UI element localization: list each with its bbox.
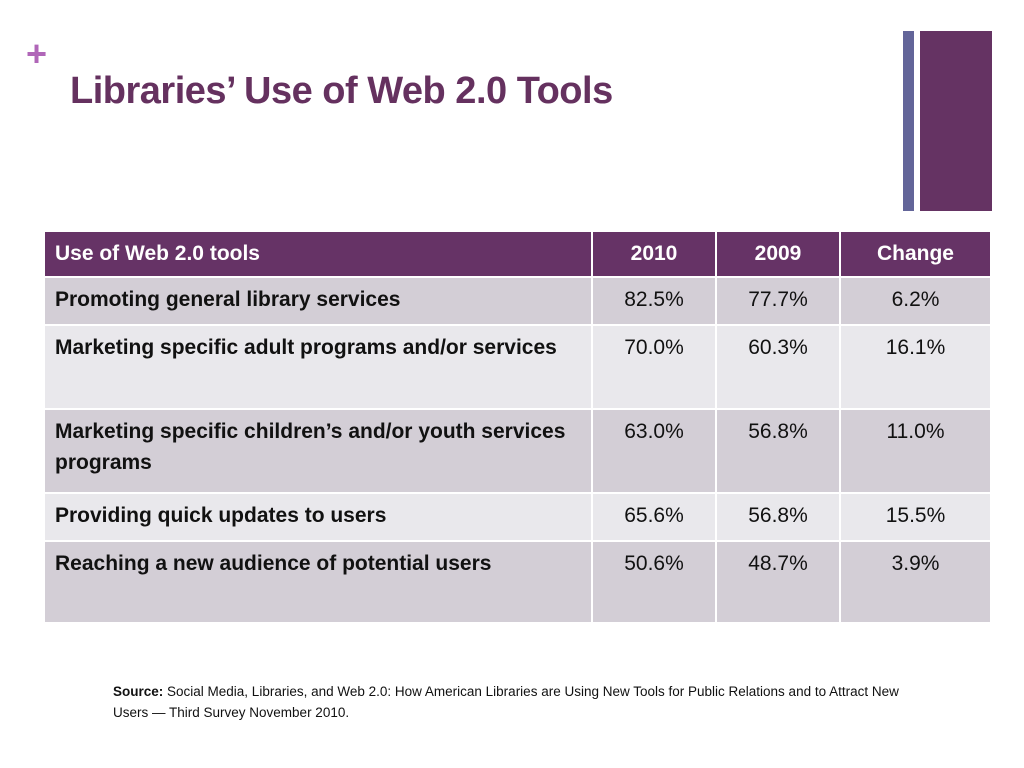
row-label: Promoting general library services [43,276,593,326]
row-label: Marketing specific children’s and/or you… [43,408,593,494]
source-citation: Source: Social Media, Libraries, and Web… [113,681,933,723]
value-change: 3.9% [839,540,992,624]
source-label: Source: [113,684,164,699]
table-row: Marketing specific adult programs and/or… [43,324,992,410]
value-change: 6.2% [839,276,992,326]
value-2010: 70.0% [591,324,717,410]
table-header-row: Use of Web 2.0 tools 2010 2009 Change [43,230,992,278]
table-row: Marketing specific children’s and/or you… [43,408,992,494]
value-2009: 60.3% [715,324,841,410]
header-tool-use: Use of Web 2.0 tools [43,230,593,278]
row-label: Reaching a new audience of potential use… [43,540,593,624]
header-2010: 2010 [591,230,717,278]
value-2009: 77.7% [715,276,841,326]
table-row: Promoting general library services 82.5%… [43,276,992,326]
table-row: Providing quick updates to users 65.6% 5… [43,492,992,542]
header-change: Change [839,230,992,278]
header-2009: 2009 [715,230,841,278]
decorative-bar-thin [903,31,914,211]
web20-usage-table: Use of Web 2.0 tools 2010 2009 Change Pr… [43,230,992,624]
value-2010: 63.0% [591,408,717,494]
slide-title: Libraries’ Use of Web 2.0 Tools [70,70,613,112]
value-change: 16.1% [839,324,992,410]
value-2010: 82.5% [591,276,717,326]
source-text: Social Media, Libraries, and Web 2.0: Ho… [113,684,899,720]
value-2009: 56.8% [715,492,841,542]
value-2009: 48.7% [715,540,841,624]
decorative-bar-thick [920,31,992,211]
value-2010: 50.6% [591,540,717,624]
table-row: Reaching a new audience of potential use… [43,540,992,624]
row-label: Marketing specific adult programs and/or… [43,324,593,410]
value-change: 15.5% [839,492,992,542]
row-label: Providing quick updates to users [43,492,593,542]
value-change: 11.0% [839,408,992,494]
value-2009: 56.8% [715,408,841,494]
value-2010: 65.6% [591,492,717,542]
plus-icon: + [26,33,48,74]
